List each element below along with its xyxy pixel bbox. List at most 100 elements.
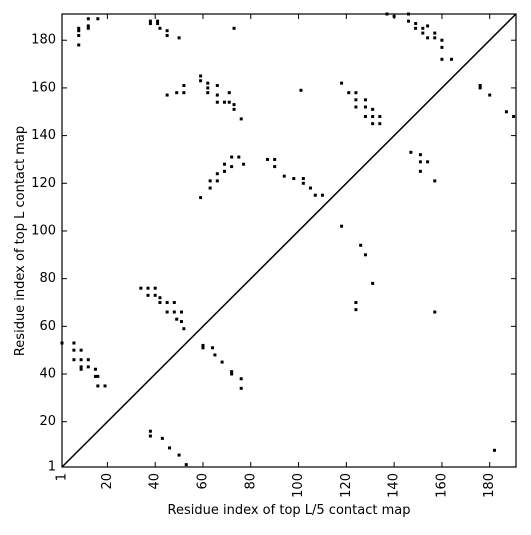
x-tick-label: 180: [482, 473, 497, 498]
contact-point: [426, 36, 430, 40]
y-tick-label: 160: [31, 80, 56, 95]
contact-point: [148, 434, 152, 438]
diagonal: [61, 13, 517, 468]
x-tick-label: 20: [100, 473, 115, 490]
contact-point: [211, 346, 215, 350]
contact-point: [158, 26, 162, 30]
contact-point: [165, 310, 169, 314]
contact-point: [168, 446, 172, 450]
contact-point: [273, 157, 277, 161]
contact-point: [309, 186, 313, 190]
x-tick-label: 160: [434, 473, 449, 498]
contact-point: [184, 463, 188, 467]
contact-point: [440, 57, 444, 61]
x-tick-label: 140: [387, 473, 402, 498]
contact-point: [299, 88, 303, 92]
contact-point: [77, 29, 81, 33]
y-tick-label: 60: [39, 319, 56, 334]
contact-point: [156, 22, 160, 26]
contact-point: [146, 293, 150, 297]
contact-point: [201, 346, 205, 350]
contact-point: [354, 91, 358, 95]
contact-point: [96, 17, 100, 21]
contact-point: [222, 162, 226, 166]
y-tick-label: 20: [39, 414, 56, 429]
contact-point: [359, 243, 363, 247]
contact-point: [227, 100, 231, 104]
contact-point: [433, 310, 437, 314]
contact-point: [79, 358, 83, 362]
contact-point: [208, 179, 212, 183]
contact-point: [93, 374, 97, 378]
contact-point: [172, 300, 176, 304]
contact-point: [153, 286, 157, 290]
contact-point: [232, 107, 236, 111]
x-tick-label: 1: [55, 473, 70, 481]
contact-point: [414, 22, 418, 26]
x-tick-label: 120: [339, 473, 354, 498]
y-tick-label: 100: [31, 223, 56, 238]
contact-point: [378, 122, 382, 126]
contact-point: [165, 93, 169, 97]
contact-point: [139, 286, 143, 290]
contact-point: [237, 155, 241, 159]
contact-point: [354, 98, 358, 102]
contact-point: [414, 26, 418, 30]
contact-point: [86, 24, 90, 28]
contact-point: [179, 320, 183, 324]
contact-point: [199, 74, 203, 78]
contact-point: [72, 358, 76, 362]
contact-point: [230, 370, 234, 374]
contact-point: [86, 17, 90, 21]
contact-point: [165, 33, 169, 37]
contact-point: [440, 38, 444, 42]
contact-point: [239, 377, 243, 381]
contact-point: [340, 224, 344, 228]
y-tick-label: 40: [39, 367, 56, 382]
contact-point: [153, 293, 157, 297]
contact-point: [72, 341, 76, 345]
x-tick-label: 60: [195, 473, 210, 490]
contact-point: [363, 115, 367, 119]
contact-point: [172, 310, 176, 314]
contact-point: [433, 31, 437, 35]
contact-point: [273, 165, 277, 169]
contact-point: [301, 181, 305, 185]
contact-point: [242, 162, 246, 166]
contact-point: [292, 177, 296, 181]
x-tick-label: 40: [148, 473, 163, 490]
contact-point: [363, 98, 367, 102]
contact-point: [93, 367, 97, 371]
contact-point: [313, 193, 317, 197]
contact-point: [239, 386, 243, 390]
contact-point: [182, 327, 186, 331]
contact-point: [239, 117, 243, 121]
contact-point: [449, 57, 453, 61]
y-tick-label: 120: [31, 176, 56, 191]
contact-point: [103, 384, 107, 388]
contact-point: [232, 26, 236, 30]
contact-point: [433, 36, 437, 40]
contact-point: [426, 160, 430, 164]
contact-point: [488, 93, 492, 97]
contact-point: [354, 300, 358, 304]
contact-point: [182, 91, 186, 95]
x-axis-label: Residue index of top L/5 contact map: [168, 503, 411, 518]
contact-point: [79, 348, 83, 352]
contact-point: [72, 348, 76, 352]
contact-point: [96, 384, 100, 388]
contact-point: [371, 122, 375, 126]
contact-point: [230, 372, 234, 376]
contact-point: [421, 26, 425, 30]
contact-point: [492, 448, 496, 452]
contact-point: [418, 160, 422, 164]
contact-point: [165, 300, 169, 304]
contact-point: [77, 43, 81, 47]
contact-point: [282, 174, 286, 178]
contact-point: [378, 115, 382, 119]
contact-point: [160, 436, 164, 440]
contact-point: [440, 45, 444, 49]
contact-point: [371, 281, 375, 285]
contact-point: [199, 196, 203, 200]
